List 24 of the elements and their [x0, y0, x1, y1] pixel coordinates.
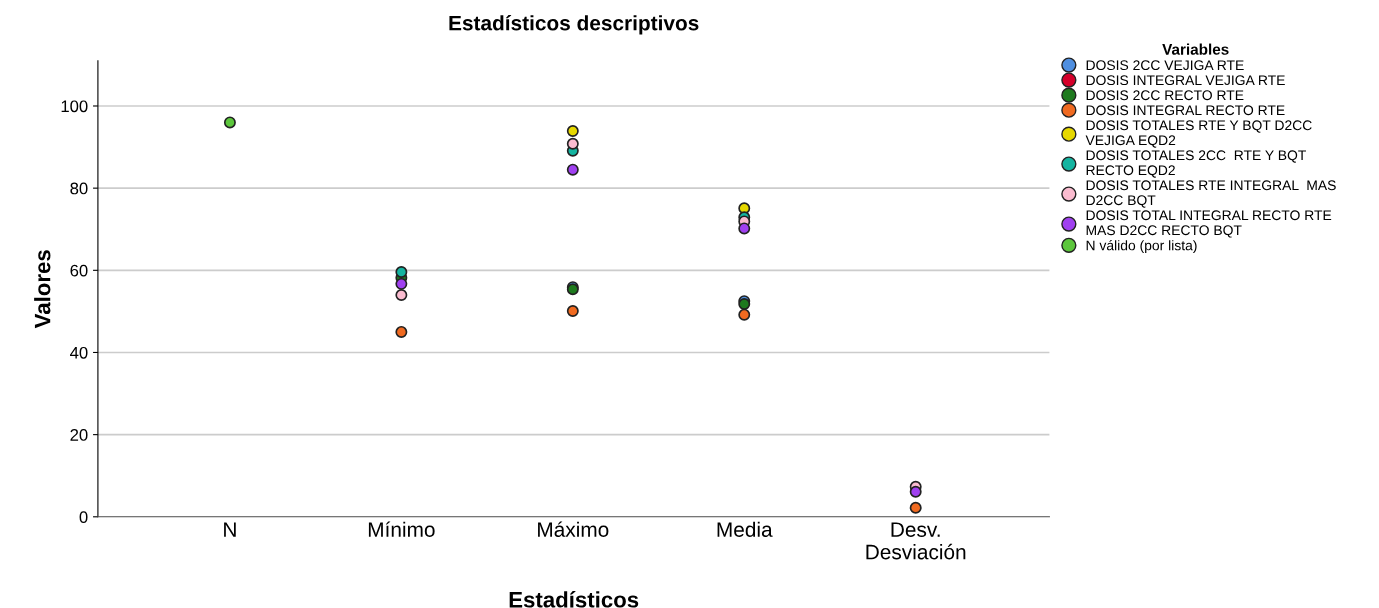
x-tick-label: Mínimo — [368, 521, 435, 537]
x-tick-label: N — [224, 522, 236, 537]
y-tick-label: 60 — [70, 264, 88, 277]
y-tick-label: 0 — [79, 511, 88, 523]
y-tick-label: 40 — [70, 346, 88, 359]
x-tick-label: Desv. Desviación — [866, 522, 966, 560]
legend-label: DOSIS INTEGRAL RECTO RTE — [1086, 105, 1285, 116]
chart-title: Estadísticos descriptivos — [449, 14, 699, 35]
x-tick-label: Media — [717, 521, 773, 537]
x-axis-title: Estadísticos — [509, 591, 639, 608]
legend-label: DOSIS 2CC VEJIGA RTE — [1086, 60, 1244, 71]
legend-label: DOSIS TOTALES RTE INTEGRAL MAS D2CC BQT — [1086, 180, 1336, 208]
legend-label: DOSIS 2CC RECTO RTE — [1086, 90, 1244, 101]
y-tick-label: 100 — [61, 100, 88, 113]
legend-title: Variables — [1162, 43, 1229, 55]
x-tick-label: Máximo — [538, 521, 609, 537]
y-axis-title: Valores — [34, 250, 51, 329]
legend-label: DOSIS TOTAL INTEGRAL RECTO RTE MAS D2CC RECTO BQT — [1086, 210, 1332, 238]
legend-label: DOSIS INTEGRAL VEJIGA RTE — [1086, 75, 1285, 86]
legend-label: N válido (por lista) — [1086, 239, 1197, 254]
legend-label: DOSIS TOTALES 2CC RTE Y BQT RECTO EQD2 — [1086, 150, 1307, 178]
legend-label: DOSIS TOTALES RTE Y BQT D2CC VEJIGA EQD2 — [1085, 120, 1312, 148]
y-tick-label: 20 — [70, 429, 88, 441]
y-tick-label: 80 — [70, 182, 88, 195]
